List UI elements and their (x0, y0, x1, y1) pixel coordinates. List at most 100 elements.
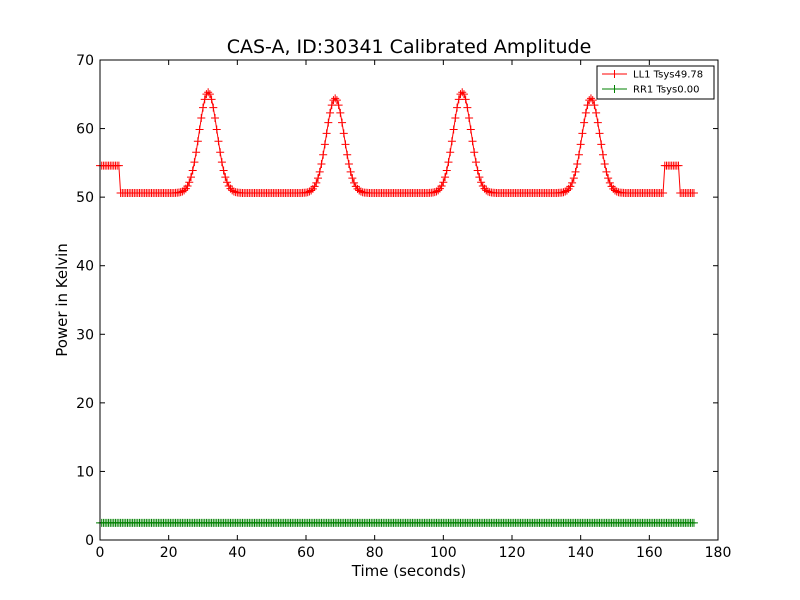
data-point-marker (331, 94, 340, 103)
legend-swatch-marker (610, 85, 619, 93)
data-point-marker (350, 178, 359, 187)
y-tick-label: 50 (76, 190, 94, 206)
data-point-marker (190, 158, 199, 167)
x-tick-label: 80 (366, 545, 384, 561)
data-point-marker (180, 186, 189, 195)
data-point-marker (471, 158, 480, 167)
data-point-marker (307, 186, 316, 195)
data-point-marker (336, 108, 345, 117)
data-point-marker (200, 95, 209, 104)
data-point-marker (459, 90, 468, 99)
data-point-marker (430, 188, 439, 197)
data-point-marker (466, 125, 475, 134)
x-tick-label: 0 (96, 545, 105, 561)
data-point-marker (322, 129, 331, 138)
data-point-marker (580, 118, 589, 127)
data-point-marker (477, 178, 486, 187)
data-point-marker (193, 137, 202, 146)
y-axis-title: Power in Kelvin (53, 243, 71, 357)
data-point-marker (192, 148, 201, 157)
data-point-marker (346, 167, 355, 176)
data-point-marker (356, 187, 365, 196)
data-point-marker (216, 148, 225, 157)
data-point-marker (581, 108, 590, 117)
data-point-marker (434, 186, 443, 195)
data-point-marker (586, 94, 595, 103)
data-point-marker (592, 108, 601, 117)
data-point-marker (207, 95, 216, 104)
data-point-marker (338, 118, 347, 127)
chart-title: CAS-A, ID:30341 Calibrated Amplitude (227, 36, 592, 58)
data-point-marker (444, 158, 453, 167)
x-tick-label: 100 (430, 545, 457, 561)
data-point-marker (217, 158, 226, 167)
data-point-marker (183, 181, 192, 190)
legend-item: LL1 Tsys49.78 (602, 70, 703, 81)
x-tick-label: 140 (567, 545, 594, 561)
legend-box (596, 65, 715, 100)
data-point-marker (588, 96, 597, 105)
data-point-marker (199, 103, 207, 112)
data-point-marker (571, 167, 580, 176)
data-point-marker (475, 173, 484, 182)
data-point-marker (214, 137, 223, 146)
data-point-marker (114, 161, 123, 170)
data-point-marker (612, 187, 621, 196)
series-layer (96, 88, 698, 527)
data-point-marker (559, 188, 568, 197)
data-point-marker (465, 114, 474, 123)
data-point-marker (441, 173, 450, 182)
data-point-marker (611, 186, 619, 195)
legend-label: RR1 Tsys0.00 (633, 85, 700, 96)
data-point-marker (327, 101, 336, 110)
data-point-marker (176, 188, 185, 197)
x-axis-title: Time (seconds) (351, 562, 467, 580)
data-point-marker (324, 118, 333, 127)
data-point-marker (573, 160, 582, 169)
data-point-marker (310, 182, 319, 191)
y-tick-label: 60 (76, 122, 94, 138)
data-point-marker (343, 150, 352, 159)
y-tick-label: 30 (76, 327, 94, 343)
data-point-marker (188, 166, 197, 175)
series-markers (96, 518, 698, 527)
data-point-marker (348, 174, 357, 183)
data-point-marker (574, 150, 583, 159)
data-point-marker (185, 178, 194, 187)
data-point-marker (468, 137, 477, 146)
data-point-marker (228, 186, 237, 195)
data-point-marker (593, 118, 602, 127)
data-point-marker (583, 101, 592, 110)
data-point-marker (229, 187, 238, 196)
data-point-marker (317, 160, 326, 169)
x-tick-label: 20 (160, 545, 178, 561)
series-markers (96, 88, 698, 198)
data-point-marker (339, 129, 348, 138)
data-point-marker (689, 189, 698, 198)
data-point-marker (473, 166, 482, 175)
data-point-marker (221, 173, 230, 182)
data-point-marker (446, 148, 455, 157)
y-tick-label: 40 (76, 259, 94, 275)
data-point-marker (659, 189, 668, 198)
data-point-marker (482, 186, 491, 195)
x-tick-label: 160 (636, 545, 663, 561)
data-point-marker (197, 114, 206, 123)
legend: LL1 Tsys49.78 RR1 Tsys0.00 (596, 65, 715, 100)
data-point-marker (223, 178, 232, 187)
data-point-marker (689, 518, 698, 527)
legend-swatch-marker (610, 70, 619, 78)
x-tick-label: 120 (499, 545, 526, 561)
y-tick-label: 0 (85, 533, 94, 549)
data-point-marker (303, 188, 312, 197)
data-point-marker (590, 101, 599, 110)
plot-frame (99, 59, 719, 541)
data-point-marker (186, 173, 195, 182)
data-point-marker (447, 137, 456, 146)
data-point-marker (211, 114, 220, 123)
data-point-marker (569, 174, 578, 183)
legend-label: LL1 Tsys49.78 (633, 70, 703, 81)
legend-item: RR1 Tsys0.00 (602, 85, 700, 96)
data-point-marker (458, 88, 467, 97)
